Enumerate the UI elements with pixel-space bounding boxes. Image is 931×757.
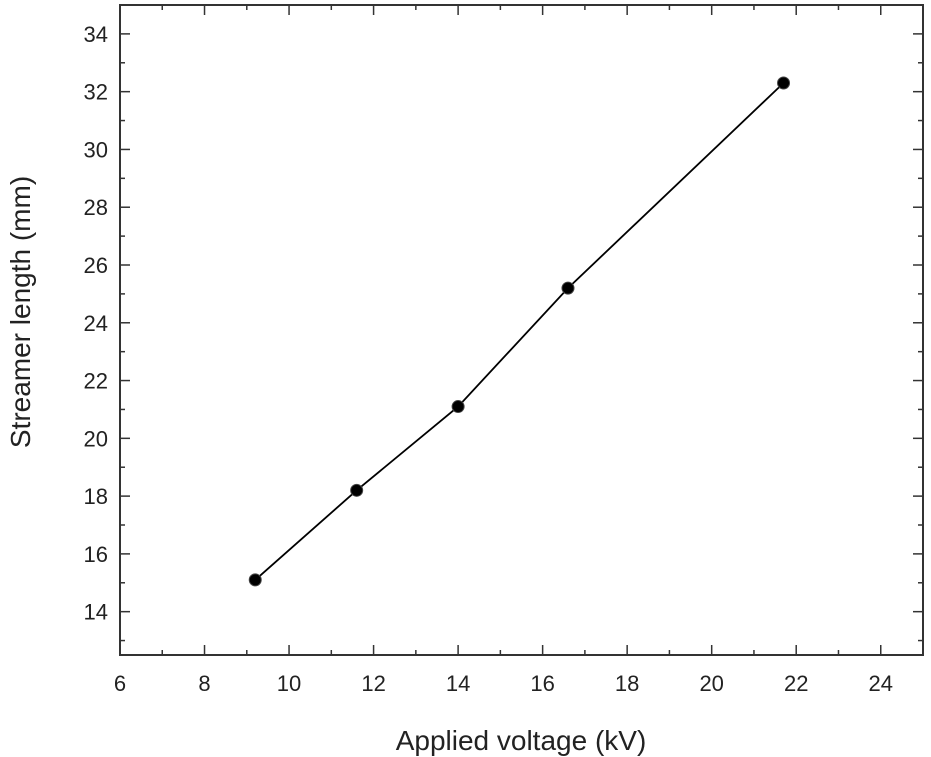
- x-tick-label: 6: [114, 671, 126, 696]
- x-tick-label: 18: [615, 671, 639, 696]
- x-tick-label: 24: [868, 671, 892, 696]
- y-tick-label: 22: [84, 369, 108, 394]
- minor-ticks: [120, 5, 923, 655]
- series-line: [254, 82, 785, 581]
- data-point: [248, 573, 262, 587]
- x-tick-label: 10: [277, 671, 301, 696]
- y-tick-label: 30: [84, 137, 108, 162]
- y-tick-label: 26: [84, 253, 108, 278]
- major-ticks: [119, 5, 923, 655]
- y-tick-label: 18: [84, 484, 108, 509]
- plot-frame: [119, 4, 924, 656]
- y-tick-label: 28: [84, 195, 108, 220]
- data-point: [451, 400, 465, 414]
- series-layer: [248, 76, 791, 587]
- x-tick-label: 22: [784, 671, 808, 696]
- x-tick-label: 14: [446, 671, 470, 696]
- data-point: [350, 483, 364, 497]
- y-tick-label: 24: [84, 311, 108, 336]
- y-axis-label: Streamer length (mm): [5, 176, 36, 448]
- x-tick-label: 16: [530, 671, 554, 696]
- tick-labels: 6 8 10 12 14 16 18 20 22 24 14 16 18 20 22 24 26 28 30 32 34: [84, 22, 893, 696]
- data-point: [777, 76, 791, 90]
- y-tick-label: 16: [84, 542, 108, 567]
- x-tick-label: 8: [198, 671, 210, 696]
- y-tick-label: 32: [84, 80, 108, 105]
- x-axis-label: Applied voltage (kV): [396, 725, 647, 756]
- y-tick-label: 34: [84, 22, 108, 47]
- data-point: [561, 281, 575, 295]
- y-tick-label: 20: [84, 426, 108, 451]
- x-tick-label: 12: [361, 671, 385, 696]
- x-tick-label: 20: [699, 671, 723, 696]
- y-tick-label: 14: [84, 600, 108, 625]
